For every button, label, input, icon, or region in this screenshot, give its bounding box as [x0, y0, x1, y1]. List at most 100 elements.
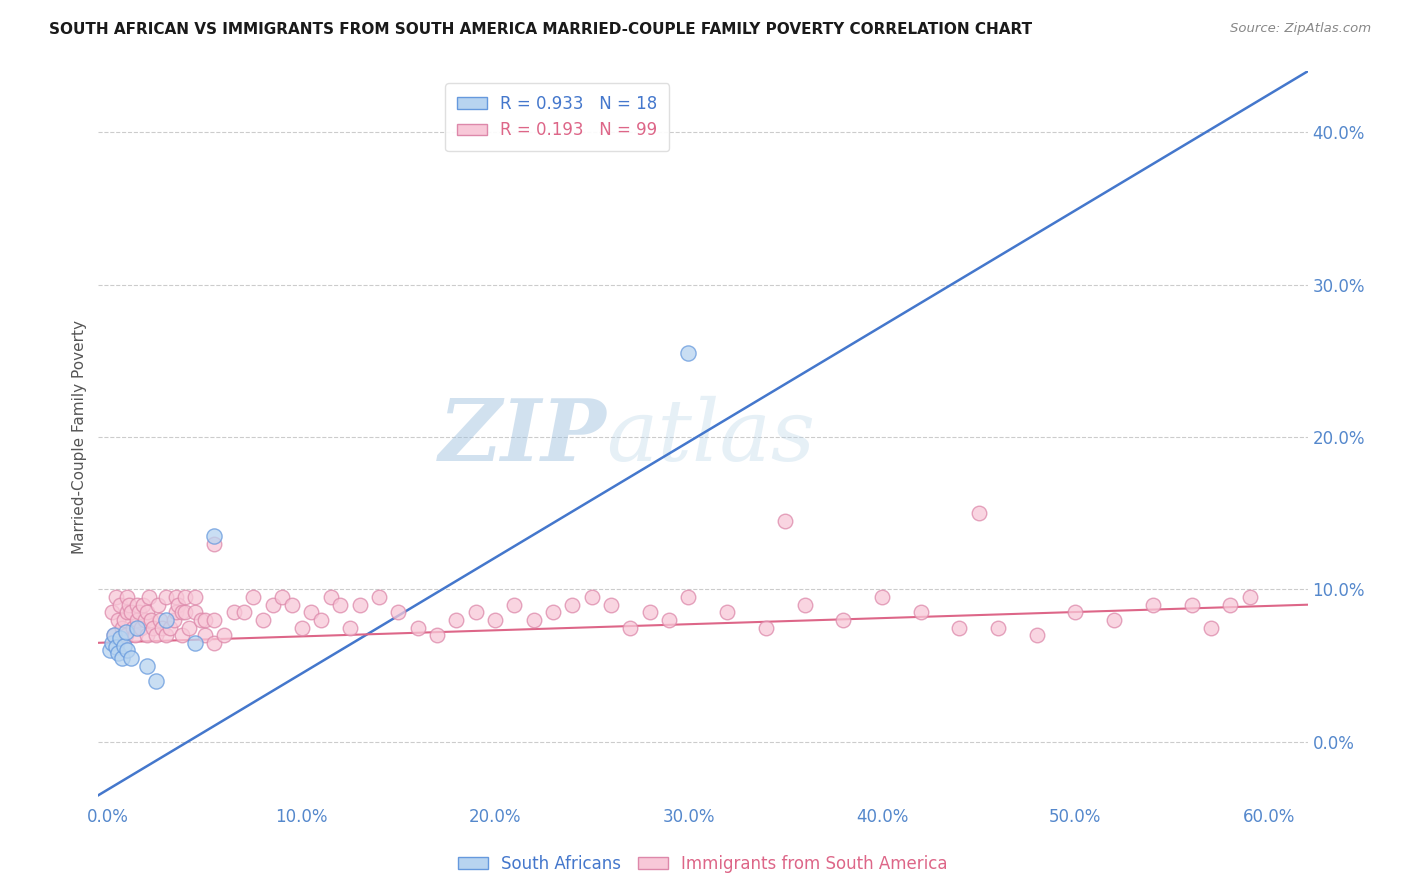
Point — [98, 643, 121, 657]
Point — [145, 673, 167, 688]
Point — [118, 598, 141, 612]
Point — [406, 621, 429, 635]
Point — [678, 346, 700, 360]
Point — [600, 598, 623, 612]
Point — [222, 605, 245, 619]
Point — [135, 605, 157, 619]
Point — [290, 621, 312, 635]
Point — [129, 621, 152, 635]
Point — [138, 590, 160, 604]
Point — [117, 643, 139, 657]
Point — [163, 613, 186, 627]
Point — [832, 613, 855, 627]
Point — [174, 590, 197, 604]
Point — [987, 621, 1010, 635]
Point — [446, 613, 468, 627]
Point — [716, 605, 738, 619]
Point — [142, 621, 165, 635]
Point — [870, 590, 893, 604]
Point — [349, 598, 371, 612]
Point — [204, 636, 226, 650]
Text: Source: ZipAtlas.com: Source: ZipAtlas.com — [1230, 22, 1371, 36]
Point — [484, 613, 506, 627]
Point — [503, 598, 526, 612]
Point — [910, 605, 932, 619]
Point — [166, 598, 188, 612]
Point — [1142, 598, 1164, 612]
Y-axis label: Married-Couple Family Poverty: Married-Couple Family Poverty — [72, 320, 87, 554]
Point — [104, 590, 127, 604]
Point — [561, 598, 583, 612]
Point — [194, 613, 217, 627]
Point — [262, 598, 284, 612]
Point — [204, 529, 226, 543]
Point — [117, 590, 139, 604]
Point — [299, 605, 322, 619]
Point — [122, 621, 145, 635]
Point — [523, 613, 546, 627]
Point — [112, 613, 135, 627]
Point — [309, 613, 332, 627]
Point — [135, 628, 157, 642]
Point — [204, 537, 226, 551]
Point — [127, 598, 149, 612]
Point — [103, 628, 125, 642]
Point — [179, 621, 201, 635]
Point — [678, 590, 700, 604]
Point — [948, 621, 970, 635]
Point — [793, 598, 815, 612]
Point — [252, 613, 274, 627]
Point — [541, 605, 564, 619]
Text: ZIP: ZIP — [439, 395, 606, 479]
Text: atlas: atlas — [606, 396, 815, 478]
Point — [170, 605, 193, 619]
Point — [426, 628, 449, 642]
Point — [339, 621, 361, 635]
Point — [165, 605, 187, 619]
Point — [204, 613, 226, 627]
Point — [638, 605, 661, 619]
Point — [1064, 605, 1087, 619]
Point — [1219, 598, 1241, 612]
Point — [108, 632, 131, 646]
Point — [132, 598, 155, 612]
Point — [184, 605, 207, 619]
Point — [581, 590, 603, 604]
Point — [190, 613, 212, 627]
Point — [464, 605, 486, 619]
Point — [104, 640, 127, 655]
Point — [149, 613, 172, 627]
Point — [1239, 590, 1261, 604]
Point — [232, 605, 254, 619]
Point — [150, 621, 173, 635]
Point — [159, 621, 181, 635]
Point — [117, 605, 139, 619]
Point — [134, 613, 156, 627]
Point — [281, 598, 304, 612]
Point — [1199, 621, 1222, 635]
Point — [135, 658, 157, 673]
Point — [319, 590, 342, 604]
Point — [101, 605, 124, 619]
Point — [114, 625, 136, 640]
Point — [120, 605, 142, 619]
Point — [1025, 628, 1047, 642]
Point — [114, 628, 136, 642]
Point — [120, 651, 142, 665]
Legend: R = 0.933   N = 18, R = 0.193   N = 99: R = 0.933 N = 18, R = 0.193 N = 99 — [446, 83, 669, 151]
Point — [107, 647, 129, 661]
Point — [242, 590, 264, 604]
Point — [184, 636, 207, 650]
Point — [329, 598, 352, 612]
Point — [155, 628, 177, 642]
Point — [155, 613, 177, 627]
Point — [111, 621, 134, 635]
Point — [212, 628, 235, 642]
Point — [148, 598, 170, 612]
Point — [112, 639, 135, 653]
Point — [387, 605, 409, 619]
Point — [1102, 613, 1125, 627]
Point — [124, 628, 146, 642]
Point — [128, 605, 150, 619]
Point — [127, 613, 149, 627]
